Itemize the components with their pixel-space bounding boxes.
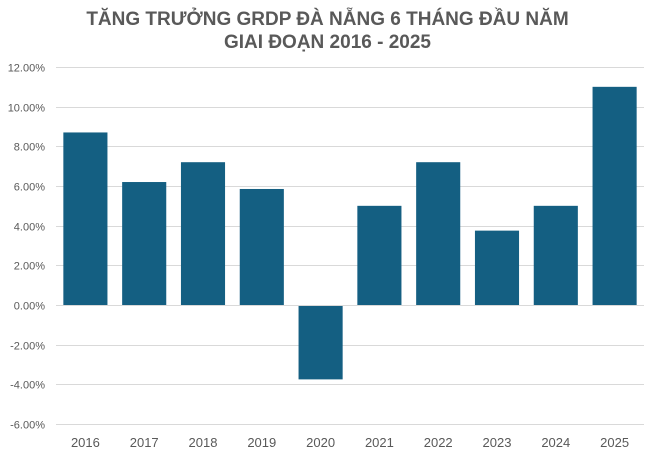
y-tick-label: 2.00%: [14, 261, 45, 273]
x-tick-label: 2016: [71, 435, 100, 450]
x-tick-label: 2025: [600, 435, 629, 450]
x-tick-label: 2024: [541, 435, 570, 450]
y-tick-label: 6.00%: [14, 182, 45, 194]
x-tick-label: 2020: [306, 435, 335, 450]
chart-title-line-1: TĂNG TRƯỞNG GRDP ĐÀ NẴNG 6 THÁNG ĐẦU NĂM: [86, 9, 569, 30]
y-tick-label: 12.00%: [8, 63, 46, 75]
y-tick-label: -4.00%: [10, 380, 45, 392]
bar-2025: [592, 86, 637, 305]
bar-2019: [239, 188, 284, 305]
bar-2023: [474, 230, 520, 306]
y-tick-label: 4.00%: [14, 222, 45, 234]
bar-2021: [357, 205, 402, 305]
y-tick-label: -6.00%: [10, 420, 45, 432]
bar-2024: [533, 205, 578, 305]
y-axis-ticks: 12.00% 10.00% 8.00% 6.00% 4.00% 2.00% 0.00% -2.…: [8, 63, 46, 432]
x-tick-label: 2019: [247, 435, 276, 450]
bar-2022: [416, 162, 461, 305]
bars: [63, 86, 637, 380]
bar-2016: [63, 132, 108, 305]
y-tick-label: 0.00%: [14, 301, 45, 313]
x-tick-label: 2021: [365, 435, 394, 450]
y-tick-label: 10.00%: [8, 103, 46, 115]
x-axis-ticks: 2016 2017 2018 2019 2020 2021 2022 2023 2024 2025: [71, 435, 629, 450]
bar-2018: [180, 162, 226, 305]
y-tick-label: 8.00%: [14, 142, 45, 154]
x-tick-label: 2022: [424, 435, 453, 450]
chart-title-line-2: GIAI ĐOẠN 2016 - 2025: [224, 32, 431, 53]
y-tick-label: -2.00%: [10, 341, 45, 353]
bar-2017: [122, 182, 167, 305]
x-tick-label: 2023: [483, 435, 512, 450]
x-tick-label: 2017: [130, 435, 159, 450]
x-tick-label: 2018: [189, 435, 218, 450]
bar-2020: [298, 305, 343, 380]
